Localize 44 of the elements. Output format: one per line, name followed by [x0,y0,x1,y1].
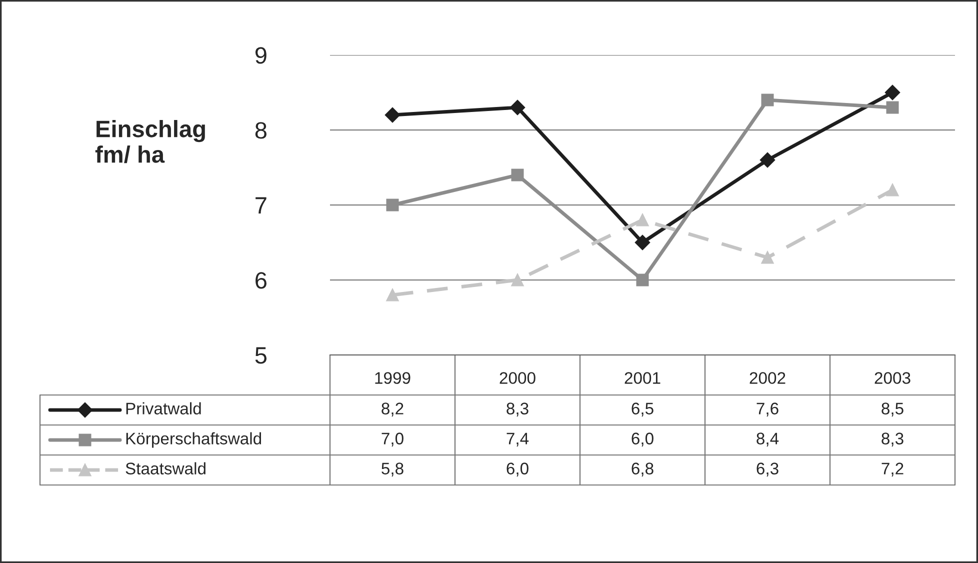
data-label: 8,3 [506,402,528,416]
point [386,288,399,302]
point [760,152,776,168]
point [761,94,774,106]
data-label: 8,3 [882,432,904,446]
point [386,198,399,212]
point [761,251,774,264]
x-tick-label: 2001 [624,372,660,384]
legend-label: Privatwald [126,402,201,414]
data-label: 7,0 [382,432,404,446]
data-label: 8,2 [382,402,404,416]
y-tick-label: 9 [255,47,266,64]
data-label: 6,0 [632,432,654,446]
data-label: 6,5 [632,402,654,416]
point [634,234,650,250]
data-label: 8,5 [882,402,904,416]
x-tick-label: 2000 [500,372,536,384]
x-tick-label: 1999 [375,372,410,384]
y-tick-label: 8 [255,122,266,139]
y-tick-label: 5 [255,347,267,364]
point [511,168,524,182]
data-label: 7,6 [756,402,778,416]
point [886,184,899,196]
data-label: 5,8 [382,462,404,476]
point [886,101,899,114]
data-label: 6,3 [756,462,778,476]
point [884,84,900,100]
point [384,107,400,123]
y-tick-label: 7 [256,197,266,214]
x-tick-label: 2003 [874,372,910,384]
legend-label: Körperschaftswald [126,432,262,448]
y-axis-title: Einschlag fm/ ha [95,120,205,164]
point [511,274,524,286]
y-tick-label: 6 [256,272,266,289]
legend-label: Staatswald [126,462,206,474]
data-label: 6,0 [506,462,528,476]
data-label: 7,4 [506,432,529,446]
point [510,100,526,116]
point [636,274,649,286]
data-label: 6,8 [632,462,654,476]
x-tick-label: 2002 [750,372,786,384]
data-label: 7,2 [882,462,904,476]
point [636,214,649,226]
data-label: 8,4 [756,432,779,446]
